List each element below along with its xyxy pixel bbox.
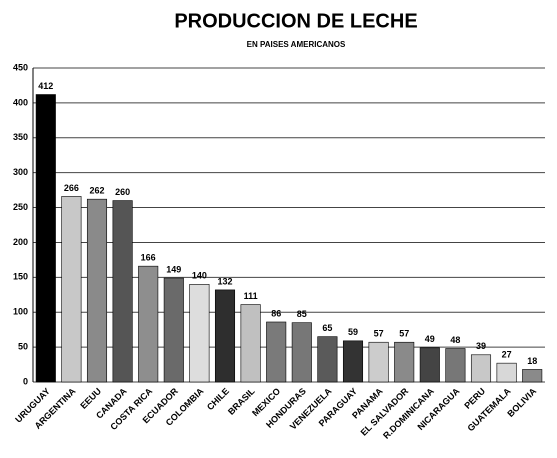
bar — [240, 304, 261, 383]
value-label: 18 — [527, 356, 537, 366]
bar — [35, 94, 56, 383]
y-tick-label: 350 — [13, 132, 28, 142]
bar — [163, 277, 184, 383]
y-tick-label: 300 — [13, 167, 28, 177]
bar — [419, 347, 440, 383]
bar — [214, 289, 236, 383]
bar — [394, 341, 415, 383]
value-label: 149 — [166, 264, 181, 274]
value-label: 132 — [217, 276, 232, 286]
value-label: 85 — [297, 309, 307, 319]
bar — [138, 265, 159, 383]
bar — [112, 200, 133, 383]
y-tick-label: 50 — [18, 341, 28, 351]
value-label: 57 — [399, 329, 409, 339]
value-label: 65 — [322, 323, 332, 333]
x-tick-label: BOLIVIA — [505, 386, 538, 419]
value-label: 266 — [64, 183, 79, 193]
y-tick-label: 200 — [13, 237, 28, 247]
value-label: 39 — [476, 341, 486, 351]
value-label: 412 — [38, 81, 53, 91]
bar — [189, 284, 210, 383]
value-label: 49 — [425, 334, 435, 344]
bar — [496, 362, 517, 383]
bar — [317, 336, 338, 383]
y-tick-label: 450 — [13, 62, 28, 72]
y-tick-label: 400 — [13, 97, 28, 107]
bar — [61, 196, 82, 383]
value-label: 166 — [141, 253, 156, 263]
value-label: 260 — [115, 187, 130, 197]
y-tick-label: 150 — [13, 272, 28, 282]
value-label: 140 — [192, 271, 207, 281]
y-tick-label: 100 — [13, 307, 28, 317]
y-tick-label: 0 — [23, 376, 28, 386]
bar — [342, 340, 364, 383]
bar — [86, 198, 108, 383]
bar — [470, 354, 492, 383]
chart-title: PRODUCCION DE LECHE — [174, 10, 417, 32]
chart-subtitle: EN PAISES AMERICANOS — [247, 40, 346, 49]
value-label: 48 — [450, 335, 460, 345]
bar — [291, 322, 312, 383]
bar — [445, 348, 466, 383]
value-label: 59 — [348, 327, 358, 337]
y-tick-label: 250 — [13, 202, 28, 212]
value-label: 27 — [502, 350, 512, 360]
bar — [266, 321, 287, 383]
bar — [522, 369, 543, 383]
value-label: 57 — [374, 329, 384, 339]
bar — [368, 341, 389, 383]
value-label: 111 — [244, 291, 258, 301]
value-label: 262 — [89, 186, 104, 196]
value-label: 86 — [271, 308, 281, 318]
